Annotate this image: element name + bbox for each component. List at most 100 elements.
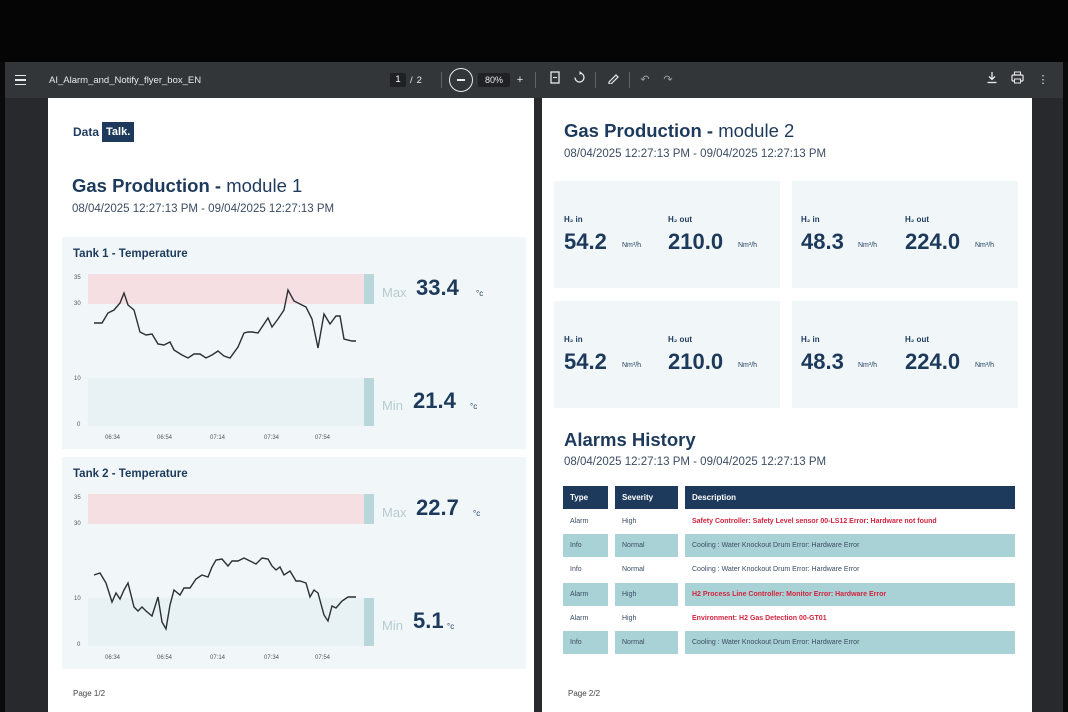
h2-in-label: H₂ in [801,335,820,344]
h2-out-label: H₂ out [668,335,692,344]
pdf-page-2: Gas Production - module 2 08/04/2025 12:… [542,98,1032,712]
row-description: H2 Process Line Controller: Monitor Erro… [685,583,1015,606]
max-threshold-band [88,274,364,304]
max-value: 22.7 [416,495,459,520]
page-separator: / [410,74,413,86]
device-frame-left [0,62,5,712]
unit-label: °c [470,402,478,411]
h2-in-value: 48.3 [801,229,844,254]
toolbar-divider [441,72,442,88]
x-tick: 06:34 [105,655,121,661]
kpi-card: H₂ in 48.3 Nm³/h H₂ out 224.0 Nm³/h [792,301,1018,408]
column-header-type: Type [563,486,608,509]
menu-icon[interactable] [5,62,35,98]
alarms-history-title: Alarms History [564,429,696,450]
unit-label: Nm³/h [738,362,758,369]
x-tick: 07:54 [315,655,331,661]
unit-label: °c [476,289,484,298]
total-pages: 2 [416,74,422,86]
max-threshold-band [88,494,364,524]
rotate-icon[interactable] [571,71,587,89]
toolbar-divider [535,72,536,88]
row-type: Info [563,631,608,654]
x-tick: 06:34 [105,435,121,441]
row-type: Alarm [563,583,608,606]
y-tick: 30 [74,521,81,527]
min-label: Min [382,618,403,633]
x-tick: 07:54 [315,435,331,441]
zoom-out-icon[interactable] [449,68,473,92]
toolbar-divider [595,72,596,88]
min-threshold-band [88,378,364,426]
unit-label: °c [447,622,455,631]
unit-label: Nm³/h [858,362,878,369]
table-row: Info Normal Cooling : Water Knockout Dru… [563,534,1015,557]
more-icon[interactable]: ⋮ [1037,74,1049,86]
row-severity: Normal [622,566,645,573]
pdf-page-1: Data Talk. Gas Production - module 1 08/… [48,98,534,712]
pdf-viewer-toolbar: AI_Alarm_and_Notify_flyer_box_EN 1 / 2 8… [5,62,1063,98]
kpi-card: H₂ in 54.2 Nm³/h H₂ out 210.0 Nm³/h [554,181,780,288]
h2-out-value: 210.0 [668,229,724,254]
document-title: AI_Alarm_and_Notify_flyer_box_EN [49,74,202,86]
max-label: Max [382,285,407,300]
zoom-in-icon[interactable]: + [516,74,524,86]
h2-in-label: H₂ in [564,335,583,344]
page-title: Gas Production - module 2 [564,120,795,141]
fit-page-icon[interactable] [547,71,563,89]
unit-label: Nm³/h [622,362,642,369]
unit-label: Nm³/h [975,362,995,369]
h2-out-label: H₂ out [905,215,929,224]
download-icon[interactable] [984,71,1000,89]
alarms-date-range: 08/04/2025 12:27:13 PM - 09/04/2025 12:2… [564,456,827,468]
row-severity: High [622,518,637,525]
y-tick: 0 [77,642,81,648]
row-description: Safety Controller: Safety Level sensor 0… [692,518,937,525]
print-icon[interactable] [1009,71,1025,89]
unit-label: Nm³/h [738,242,758,249]
row-type: Alarm [570,615,589,622]
table-row: Alarm High Environment: H2 Gas Detection… [563,607,1015,630]
h2-out-label: H₂ out [668,215,692,224]
min-label: Min [382,398,403,413]
x-tick: 07:14 [210,655,226,661]
page-number: Page 1/2 [73,689,106,698]
current-page-input[interactable]: 1 [390,73,406,87]
min-gauge-bar [364,598,374,646]
table-header-row: Type Severity Description [563,486,1015,509]
y-tick: 10 [74,376,81,382]
unit-label: Nm³/h [622,242,642,249]
y-tick: 30 [74,301,81,307]
zoom-level-input[interactable]: 80% [478,73,510,87]
table-row: Alarm High H2 Process Line Controller: M… [563,583,1015,606]
toolbar-divider [629,72,630,88]
h2-in-label: H₂ in [564,215,583,224]
table-row: Alarm High Safety Controller: Safety Lev… [563,510,1015,533]
row-description: Cooling : Water Knockout Drum Error: Har… [692,566,860,573]
y-tick: 10 [74,596,81,602]
h2-out-label: H₂ out [905,335,929,344]
temperature-line [94,287,356,359]
tank-1-card: Tank 1 - Temperature 35 30 10 0 06:34 06… [62,237,526,449]
max-label: Max [382,505,407,520]
unit-label: Nm³/h [975,242,995,249]
row-type: Alarm [570,518,589,525]
h2-in-value: 48.3 [801,349,844,374]
datatalk-logo: Data Talk. [73,122,135,142]
h2-in-value: 54.2 [564,229,607,254]
device-frame-right [1063,62,1068,712]
undo-icon[interactable]: ↶ [640,74,650,86]
row-severity: Normal [615,534,678,557]
annotate-icon[interactable] [605,71,621,89]
redo-icon[interactable]: ↷ [663,74,673,86]
unit-label: °c [473,509,481,518]
kpi-card: H₂ in 54.2 Nm³/h H₂ out 210.0 Nm³/h [554,301,780,408]
table-row: Info Normal Cooling : Water Knockout Dru… [563,631,1015,654]
max-value: 33.4 [416,275,459,300]
table-row: Info Normal Cooling : Water Knockout Dru… [563,558,1015,581]
tank-2-title: Tank 2 - Temperature [73,468,188,480]
page-title: Gas Production - module 1 [72,175,303,196]
h2-out-value: 224.0 [905,349,961,374]
x-tick: 07:34 [264,435,280,441]
unit-label: Nm³/h [858,242,878,249]
